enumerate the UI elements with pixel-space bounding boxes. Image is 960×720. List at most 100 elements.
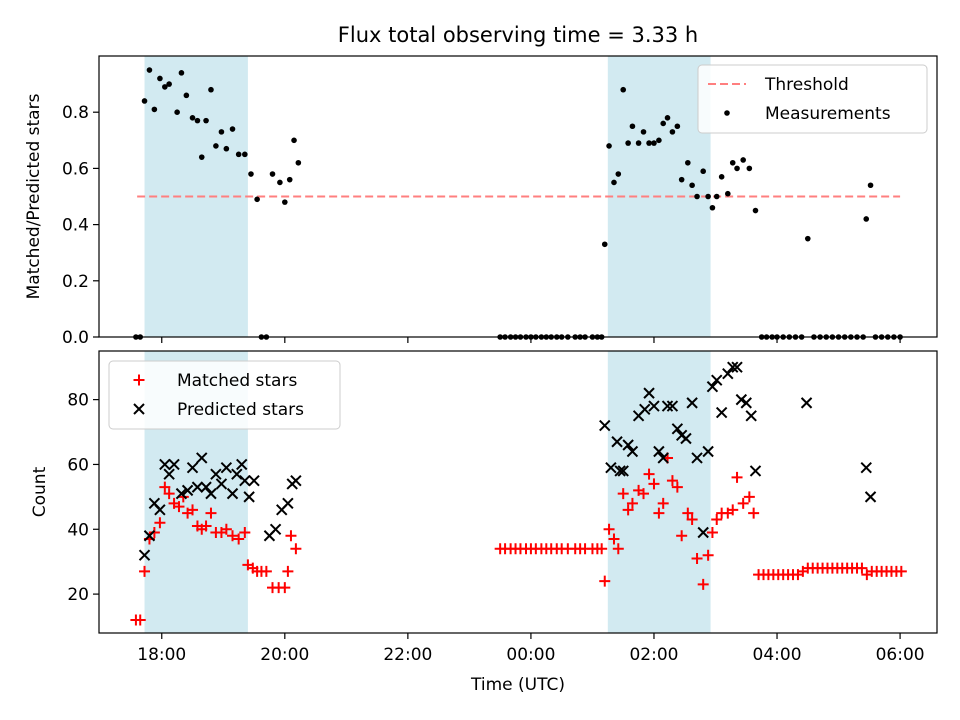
predicted-star-point bbox=[740, 397, 752, 409]
matched-star-point bbox=[159, 481, 171, 493]
matched-star-point bbox=[657, 497, 669, 509]
predicted-star-point bbox=[154, 504, 166, 516]
measurement-point bbox=[223, 145, 230, 152]
matched-star-point bbox=[220, 523, 232, 535]
y-tick-label: 60 bbox=[67, 455, 89, 475]
x-tick-label: 18:00 bbox=[137, 645, 186, 665]
predicted-star-point bbox=[282, 497, 294, 510]
predicted-star-point bbox=[749, 465, 762, 477]
measurement-point bbox=[213, 143, 219, 149]
predicted-star-point bbox=[727, 361, 739, 373]
y-tick-label: 0.4 bbox=[62, 216, 89, 236]
measurement-point bbox=[615, 171, 622, 177]
measurement-point bbox=[166, 81, 172, 87]
predicted-star-point bbox=[671, 423, 684, 435]
measurement-point bbox=[194, 117, 201, 124]
matched-star-point bbox=[260, 565, 272, 577]
measurement-point bbox=[734, 165, 740, 172]
x-tick-label: 06:00 bbox=[876, 645, 925, 665]
measurement-point bbox=[678, 176, 685, 183]
predicted-star-point bbox=[231, 468, 243, 480]
legend-predicted-label: Predicted stars bbox=[177, 400, 304, 420]
matched-star-point bbox=[603, 523, 615, 535]
measurement-point bbox=[183, 92, 190, 99]
measurement-point bbox=[718, 174, 725, 180]
matched-star-point bbox=[139, 565, 151, 577]
predicted-star-point bbox=[210, 468, 222, 480]
matched-star-point bbox=[626, 497, 638, 509]
measurement-point bbox=[606, 143, 612, 149]
matched-star-point bbox=[691, 552, 703, 564]
predicted-star-point bbox=[168, 458, 180, 471]
measurement-point bbox=[282, 199, 288, 205]
predicted-star-point bbox=[706, 380, 719, 393]
measurement-point bbox=[146, 67, 153, 73]
predicted-star-point bbox=[205, 487, 217, 500]
observing-window-band bbox=[607, 351, 711, 633]
predicted-star-point bbox=[200, 481, 212, 493]
predicted-star-point bbox=[243, 491, 255, 503]
measurement-point bbox=[178, 70, 185, 76]
predicted-star-point bbox=[605, 461, 617, 474]
y-axis-label: Count bbox=[30, 466, 50, 517]
predicted-star-point bbox=[614, 465, 626, 477]
measurement-point bbox=[713, 193, 720, 200]
predicted-star-point bbox=[175, 487, 188, 500]
measurement-point bbox=[229, 126, 236, 132]
matched-star-point bbox=[134, 614, 146, 626]
predicted-star-point bbox=[715, 406, 728, 419]
matched-star-point bbox=[648, 478, 660, 490]
measurement-point bbox=[664, 115, 671, 121]
predicted-star-point bbox=[239, 474, 251, 487]
predicted-star-point bbox=[617, 465, 629, 477]
legend-measurement-label: Measurements bbox=[765, 104, 891, 124]
measurement-point bbox=[709, 204, 716, 211]
predicted-star-point bbox=[138, 549, 151, 561]
matched-star-point bbox=[154, 517, 166, 529]
measurement-point bbox=[254, 196, 260, 203]
legend-box bbox=[108, 360, 341, 430]
predicted-star-point bbox=[622, 439, 634, 451]
measurement-point bbox=[689, 182, 695, 189]
y-tick-label: 0.8 bbox=[62, 103, 89, 123]
x-tick-label: 02:00 bbox=[629, 645, 678, 665]
measurement-point bbox=[625, 140, 631, 146]
matched-star-point bbox=[285, 530, 297, 542]
measurement-point bbox=[725, 190, 731, 197]
predicted-star-point bbox=[657, 452, 669, 464]
measurement-point bbox=[656, 137, 662, 144]
measurement-point bbox=[198, 154, 205, 160]
matched-star-point bbox=[702, 549, 714, 561]
predicted-star-point bbox=[186, 461, 199, 474]
measurement-point bbox=[651, 140, 657, 146]
matched-star-point bbox=[148, 527, 160, 539]
legend-predicted-swatch bbox=[133, 403, 145, 415]
y-tick-label: 0.2 bbox=[62, 272, 89, 292]
plot-frame bbox=[98, 350, 938, 634]
x-tick-label: 04:00 bbox=[753, 645, 802, 665]
chart-title: Flux total observing time = 3.33 h bbox=[338, 23, 698, 47]
measurement-point bbox=[646, 140, 652, 146]
matched-star-point bbox=[856, 562, 868, 574]
measurement-point bbox=[640, 129, 647, 135]
matched-star-point bbox=[737, 497, 749, 509]
matched-star-point bbox=[622, 504, 634, 516]
predicted-star-point bbox=[643, 387, 655, 399]
observing-window-band bbox=[144, 56, 248, 337]
matched-star-point bbox=[617, 488, 629, 500]
predicted-star-point bbox=[236, 458, 248, 471]
predicted-star-point bbox=[248, 474, 260, 487]
y-tick-label: 0.0 bbox=[62, 328, 89, 348]
ratio-panel: 0.0 0.2 0.4 0.6 0.8 Matched/Predicted stars Th… bbox=[24, 55, 938, 348]
matched-star-point bbox=[731, 471, 743, 483]
matched-star-point bbox=[638, 488, 650, 500]
y-tick-label: 40 bbox=[67, 520, 89, 540]
matched-star-point bbox=[163, 488, 175, 500]
measurement-point bbox=[208, 86, 214, 93]
matched-star-point bbox=[676, 530, 688, 542]
predicted-star-point bbox=[666, 400, 679, 412]
measurement-point bbox=[601, 241, 608, 248]
predicted-star-point bbox=[269, 523, 282, 535]
measurement-point bbox=[174, 109, 180, 115]
